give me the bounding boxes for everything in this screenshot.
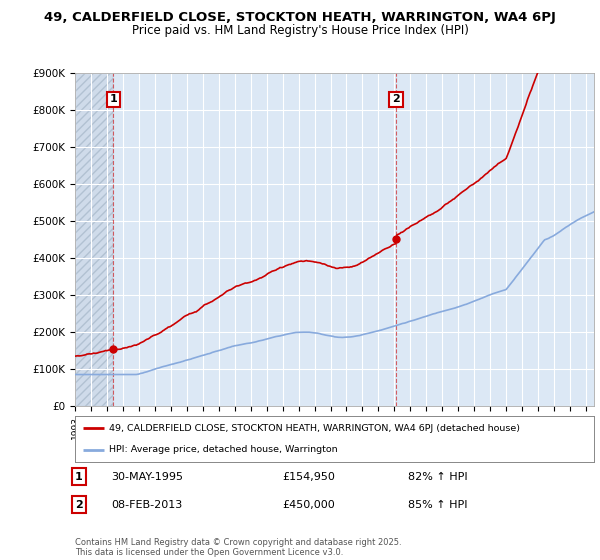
Text: 2: 2	[75, 500, 83, 510]
Text: 08-FEB-2013: 08-FEB-2013	[111, 500, 182, 510]
Text: 30-MAY-1995: 30-MAY-1995	[111, 472, 183, 482]
Text: 2: 2	[392, 95, 400, 105]
Text: HPI: Average price, detached house, Warrington: HPI: Average price, detached house, Warr…	[109, 445, 337, 454]
Text: Contains HM Land Registry data © Crown copyright and database right 2025.
This d: Contains HM Land Registry data © Crown c…	[75, 538, 401, 557]
Text: 85% ↑ HPI: 85% ↑ HPI	[408, 500, 467, 510]
Text: 49, CALDERFIELD CLOSE, STOCKTON HEATH, WARRINGTON, WA4 6PJ (detached house): 49, CALDERFIELD CLOSE, STOCKTON HEATH, W…	[109, 424, 520, 433]
Text: £154,950: £154,950	[282, 472, 335, 482]
Text: 1: 1	[75, 472, 83, 482]
Bar	[75, 73, 113, 406]
Text: 49, CALDERFIELD CLOSE, STOCKTON HEATH, WARRINGTON, WA4 6PJ: 49, CALDERFIELD CLOSE, STOCKTON HEATH, W…	[44, 11, 556, 24]
Text: £450,000: £450,000	[282, 500, 335, 510]
Text: 1: 1	[110, 95, 118, 105]
Text: 82% ↑ HPI: 82% ↑ HPI	[408, 472, 467, 482]
Text: Price paid vs. HM Land Registry's House Price Index (HPI): Price paid vs. HM Land Registry's House …	[131, 24, 469, 36]
